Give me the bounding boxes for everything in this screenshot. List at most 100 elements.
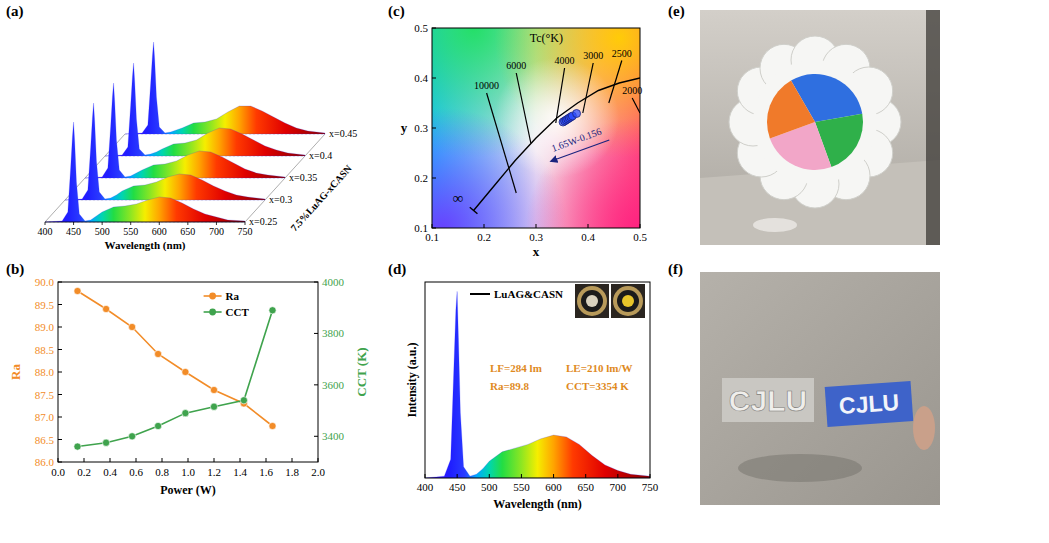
x-tick — [536, 224, 537, 228]
y2-tick-label: 3800 — [322, 327, 345, 339]
panel-a: x=0.45x=0.4x=0.35x=0.3x=0.25400450500550… — [38, 42, 358, 252]
isotherm — [632, 98, 640, 113]
planckian-locus — [474, 78, 640, 211]
x-tick-label: 700 — [610, 481, 627, 493]
panel-c: 0.10.20.30.40.50.10.20.30.40.5xyTc(°K)10… — [401, 22, 648, 259]
inset-photo — [617, 290, 639, 312]
x-tick-label: 550 — [123, 226, 138, 237]
inset-photo — [575, 284, 609, 318]
legend-marker — [209, 293, 216, 300]
y-tick — [58, 439, 62, 440]
photo-hand — [913, 406, 935, 450]
x-axis-title: Power (W) — [160, 483, 215, 497]
y-tick-label: 87.0 — [35, 411, 55, 423]
x-axis-title: Wavelength (nm) — [105, 239, 186, 252]
x-tick — [484, 224, 485, 228]
legend-label: LuAG&CASN — [494, 288, 563, 300]
chromaticity-background — [432, 28, 640, 228]
plot-marks — [74, 287, 276, 450]
chromaticity-background — [432, 28, 640, 228]
x-tick-label: 0.2 — [77, 466, 91, 478]
series-point — [103, 439, 110, 446]
photo-background — [700, 10, 940, 245]
y-tick-label: 86.5 — [35, 434, 55, 446]
y-tick — [58, 372, 62, 373]
x-tick-label: 600 — [545, 481, 562, 493]
y-tick-label: 0.5 — [414, 22, 428, 34]
series-point — [129, 433, 136, 440]
annotation: ∞ — [453, 190, 464, 206]
y-tick-label: 88.0 — [35, 366, 55, 378]
isotherm — [516, 73, 531, 143]
x-tick-label: 500 — [481, 481, 498, 493]
x-tick — [588, 224, 589, 228]
x-tick-label: 0.6 — [129, 466, 143, 478]
y-tick — [58, 349, 62, 350]
x-tick — [45, 222, 46, 225]
x-tick-label: 1.2 — [207, 466, 221, 478]
y-tick — [58, 394, 62, 395]
x-tick — [162, 458, 163, 462]
series-label: x=0.25 — [249, 216, 277, 227]
series-label: x=0.3 — [269, 194, 292, 205]
y-tick — [432, 178, 436, 179]
x-tick — [216, 222, 217, 225]
x-tick — [266, 458, 267, 462]
y2-tick-label: 3400 — [322, 430, 345, 442]
locus-end — [470, 207, 478, 213]
photo-background — [700, 272, 940, 505]
panel-label: (f) — [668, 261, 683, 278]
series-point — [269, 307, 276, 314]
x-tick — [110, 458, 111, 462]
panel-b: 0.00.20.40.60.81.01.21.41.61.82.086.086.… — [8, 276, 369, 497]
x-tick-label: 0.2 — [477, 231, 491, 243]
x-tick — [457, 474, 458, 478]
y2-tick-label: 3600 — [322, 379, 345, 391]
series-point — [269, 422, 276, 429]
annotation-arrow — [551, 140, 609, 161]
isotherm — [609, 61, 622, 104]
x-tick — [585, 474, 586, 478]
x-tick-label: 0.8 — [155, 466, 169, 478]
isotherm-label: 2500 — [612, 48, 632, 59]
series-point — [129, 323, 136, 330]
chromaticity-background — [432, 28, 640, 228]
photo-text: CJLU — [838, 389, 900, 419]
spectrum-area — [65, 103, 265, 200]
x-tick — [84, 458, 85, 462]
spectrum-area — [425, 291, 650, 478]
y-tick-label: 88.5 — [35, 344, 55, 356]
x-tick-label: 400 — [38, 226, 53, 237]
x-tick-label: 0.3 — [529, 231, 543, 243]
plot-frame — [432, 28, 640, 228]
x-tick — [425, 474, 426, 478]
panel-label: (e) — [668, 3, 685, 20]
y-tick-label: 89.0 — [35, 321, 55, 333]
x-tick — [58, 458, 59, 462]
x-tick-label: 750 — [238, 226, 253, 237]
plot-marks — [432, 28, 640, 228]
y-axis-title: Intensity (a.u.) — [405, 342, 419, 417]
x-tick-label: 500 — [95, 226, 110, 237]
series-point — [240, 397, 247, 404]
inset-photo — [613, 286, 643, 316]
depth-axis-title: 7.5%LuAG-xCASN — [288, 162, 354, 233]
x-axis-title: Wavelength (nm) — [493, 497, 581, 511]
y-tick — [432, 28, 436, 29]
y2-tick-label: 4000 — [322, 276, 345, 288]
isotherm — [583, 63, 593, 113]
x-tick-label: 750 — [642, 481, 659, 493]
y-axis-title: y — [401, 120, 408, 135]
series-point — [210, 403, 217, 410]
inset-photo — [586, 295, 598, 307]
x-tick-label: 0.4 — [581, 231, 595, 243]
x-tick-label: 1.4 — [233, 466, 247, 478]
x-tick-label: 400 — [417, 481, 434, 493]
x-tick-label: 1.0 — [181, 466, 195, 478]
series-point — [103, 305, 110, 312]
series-line — [78, 310, 273, 446]
chromaticity-background — [432, 28, 640, 228]
panel-label: (a) — [6, 3, 24, 20]
x-tick-label: 650 — [180, 226, 195, 237]
y-tick-label: 0.4 — [414, 72, 428, 84]
